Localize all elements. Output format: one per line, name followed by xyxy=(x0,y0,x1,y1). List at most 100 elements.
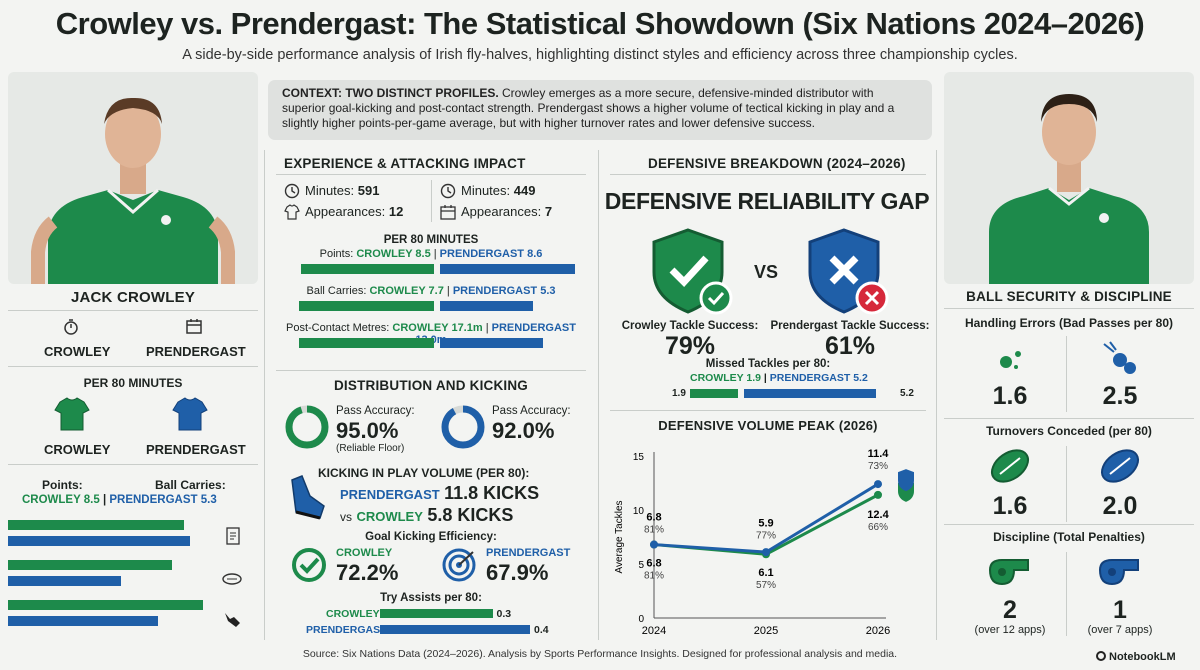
try-prendergast-bar xyxy=(380,625,530,634)
green-whistle-icon xyxy=(988,559,1029,586)
exp-bar-prendergast xyxy=(440,301,533,311)
pct-label: 66% xyxy=(868,522,888,533)
missed-compare: CROWLEY 1.9 | PRENDERGAST 5.2 xyxy=(690,372,868,384)
data-label: 11.4 xyxy=(868,448,890,460)
y-tick-label: 15 xyxy=(633,452,645,463)
exp-per80-title: PER 80 MINUTES xyxy=(383,234,479,246)
green-rugby-ball-icon xyxy=(990,449,1030,483)
c-pass-value: 95.0% xyxy=(336,418,399,443)
goal-p-value: 67.9% xyxy=(486,560,549,585)
missed-c-val: 1.9 xyxy=(672,388,686,399)
prendergast-apps: Appearances: 7 xyxy=(461,204,553,219)
donut-arc xyxy=(441,405,485,449)
left-bar-crowley xyxy=(8,560,172,570)
c-pass-label: Pass Accuracy: xyxy=(336,405,415,417)
prendergast-portrait-frame xyxy=(944,72,1194,284)
pct-label: 81% xyxy=(644,571,664,582)
donut-arc xyxy=(285,405,329,449)
c-pass-note: (Reliable Floor) xyxy=(336,443,405,454)
data-label: 5.9 xyxy=(758,517,773,529)
disc-c-note: (over 12 apps) xyxy=(974,624,1046,636)
peak-title: DEFENSIVE VOLUME PEAK (2026) xyxy=(658,418,878,433)
exp-bar-crowley xyxy=(299,338,434,348)
left-bar-prendergast xyxy=(8,536,191,546)
crowley-portrait xyxy=(31,97,235,284)
missed-prendergast-bar xyxy=(744,389,877,398)
goal-c-value: 72.2% xyxy=(336,560,399,585)
missed-crowley-bar xyxy=(690,389,739,398)
crowley-apps: Appearances: 12 xyxy=(305,204,404,219)
prendergast-portrait xyxy=(989,94,1149,284)
crowley-portrait-frame xyxy=(8,72,258,284)
y-axis-label: Average Tackles xyxy=(614,500,625,573)
prendergast-minutes: Minutes: 449 xyxy=(461,183,536,198)
try-c-name: CROWLEY xyxy=(326,608,380,620)
handling-c-value: 1.6 xyxy=(992,382,1028,410)
c-tackle-label: Crowley Tackle Success: xyxy=(621,320,759,332)
pct-label: 57% xyxy=(756,580,776,591)
missed-p-val: 5.2 xyxy=(900,388,914,399)
checkmark-circle-icon xyxy=(292,548,326,582)
p-pass-label: Pass Accuracy: xyxy=(492,405,571,417)
turnover-p-value: 2.0 xyxy=(1102,492,1138,520)
turnover-c-value: 1.6 xyxy=(992,492,1028,520)
notebook-icon xyxy=(1096,651,1106,661)
missed-label: Missed Tackles per 80: xyxy=(705,358,831,370)
pct-label: 77% xyxy=(756,530,776,541)
prendergast-shield-icon xyxy=(808,228,889,315)
prendergast-jersey-icon xyxy=(172,397,208,431)
page-title: Crowley vs. Prendergast: The Statistical… xyxy=(55,6,1145,41)
discipline-title: Discipline (Total Penalties) xyxy=(993,530,1145,544)
scroll-icon xyxy=(226,527,240,545)
x-tick-label: 2025 xyxy=(754,625,778,637)
y-tick-label: 0 xyxy=(638,614,644,625)
exp-row-label: Points: CROWLEY 8.5 | PRENDERGAST 8.6 xyxy=(319,248,543,260)
context-label: CONTEXT: TWO DISTINCT PROFILES. xyxy=(282,86,499,100)
c-tackle-value: 79% xyxy=(664,332,716,360)
kick-title: KICKING IN PLAY VOLUME (PER 80): xyxy=(318,466,530,480)
scattered-ball-icon xyxy=(1000,351,1021,369)
boot-icon xyxy=(225,613,240,627)
left-carries-label: Ball Carries: xyxy=(155,478,226,492)
rugby-ball-icon xyxy=(222,573,242,585)
defense-title: DEFENSIVE BREAKDOWN (2024–2026) xyxy=(648,156,906,171)
ball-security-title: BALL SECURITY & DISCIPLINE xyxy=(966,289,1172,304)
shamrock-crest-icon-2 xyxy=(1099,213,1109,223)
kicking-boot-icon xyxy=(291,475,325,520)
prendergast-label: PRENDERGAST xyxy=(146,344,246,359)
data-point xyxy=(650,540,658,549)
handling-title: Handling Errors (Bad Passes per 80) xyxy=(964,316,1174,330)
exp-bar-prendergast xyxy=(440,264,575,274)
calendar-icon-2 xyxy=(440,205,456,220)
p-tackle-value: 61% xyxy=(824,332,876,360)
exp-bar-crowley xyxy=(299,301,434,311)
player-name-crowley: JACK CROWLEY xyxy=(70,289,196,306)
try-title: Try Assists per 80: xyxy=(380,592,482,604)
pct-label: 73% xyxy=(868,461,888,472)
left-bar-group xyxy=(8,520,213,636)
turnover-title: Turnovers Conceded (per 80) xyxy=(986,424,1152,438)
exp-bar-crowley xyxy=(300,264,434,274)
shamrock-crest-icon xyxy=(161,215,171,225)
data-point xyxy=(762,548,770,557)
data-point xyxy=(874,480,882,489)
experience-title: EXPERIENCE & ATTACKING IMPACT xyxy=(284,156,526,171)
left-bar-crowley xyxy=(8,600,203,610)
data-label: 6.8 xyxy=(646,558,661,570)
exp-rows: Points: CROWLEY 8.5 | PRENDERGAST 8.6 Bal… xyxy=(276,248,586,360)
left-bar-prendergast xyxy=(8,576,121,586)
blue-rugby-ball-icon xyxy=(1100,449,1140,483)
data-label: 12.4 xyxy=(867,509,889,521)
prendergast-pass-donut xyxy=(441,405,485,449)
crowley-label-2: CROWLEY xyxy=(44,442,111,457)
try-p-name: PRENDERGAST xyxy=(306,624,387,636)
try-p-value: 0.4 xyxy=(534,624,549,636)
left-points-label: Points: xyxy=(42,478,83,492)
p-pass-value: 92.0% xyxy=(492,418,555,443)
shirt-icon xyxy=(284,204,300,220)
prendergast-label-2: PRENDERGAST xyxy=(146,442,246,457)
y-tick-label: 10 xyxy=(633,506,645,517)
kick-crowley: vs CROWLEY 5.8 KICKS xyxy=(340,505,514,525)
try-c-value: 0.3 xyxy=(496,608,512,620)
